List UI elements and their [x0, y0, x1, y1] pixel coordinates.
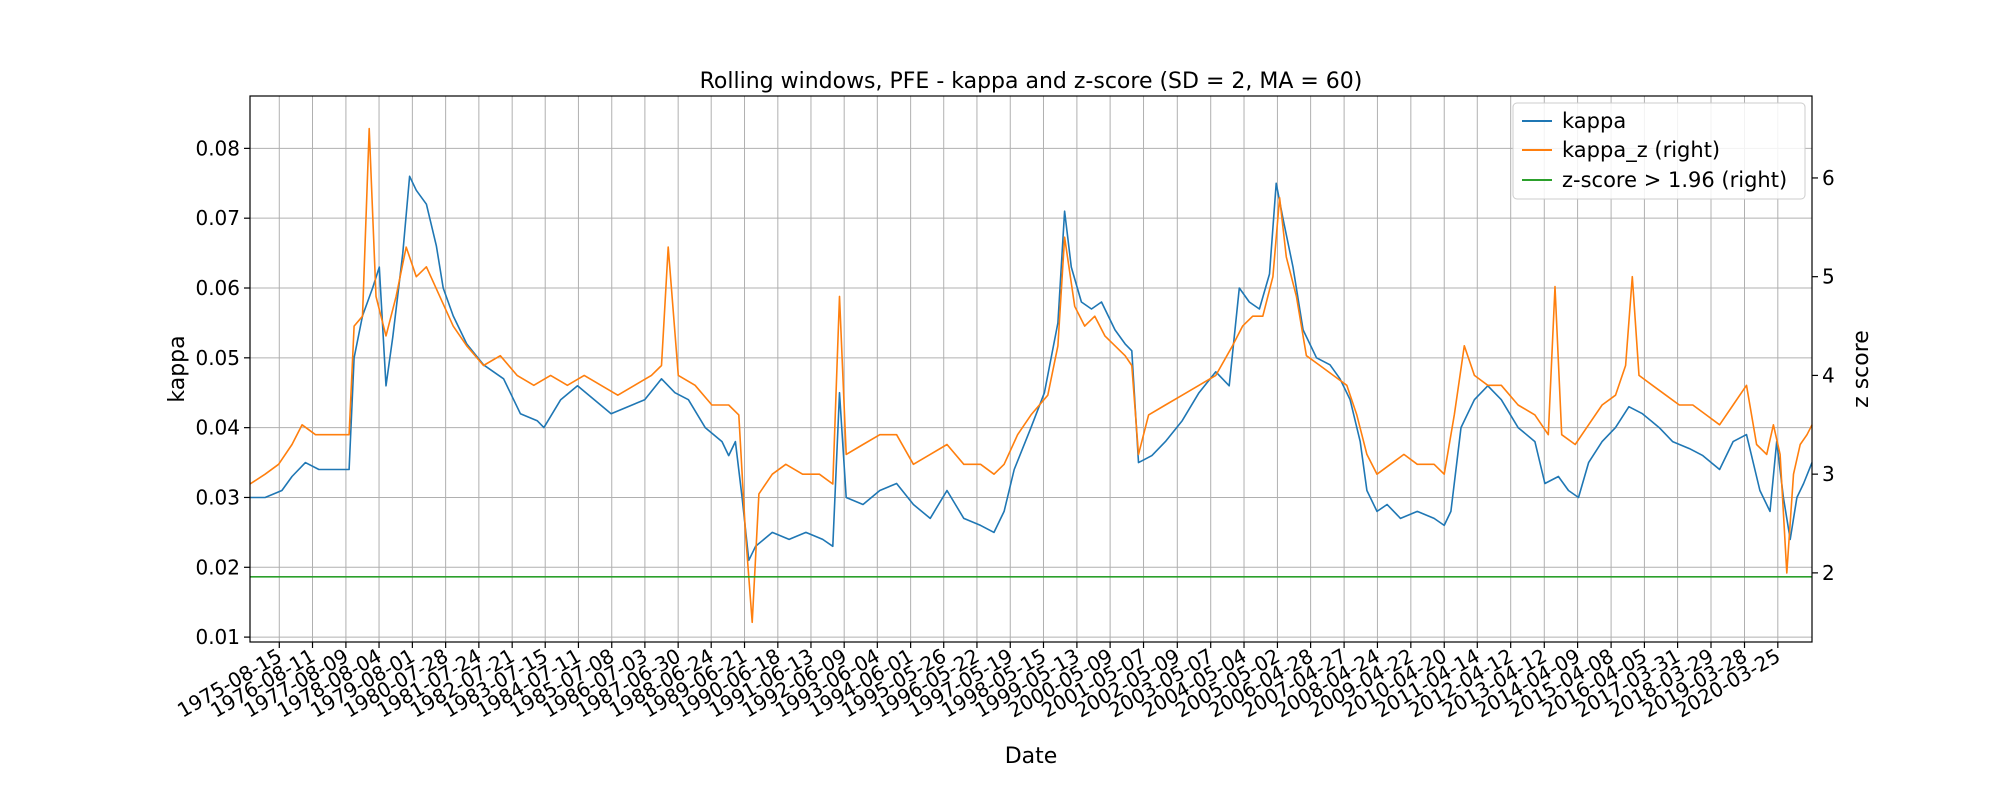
legend-label-threshold: z-score > 1.96 (right) [1562, 168, 1787, 192]
left-tick-label: 0.06 [195, 276, 240, 300]
series-line-kappa [250, 175, 1813, 562]
right-tick-label: 2 [1822, 561, 1835, 585]
left-tick-label: 0.02 [195, 555, 240, 579]
right-tick-label: 5 [1822, 265, 1835, 289]
x-axis-label: Date [1005, 744, 1058, 769]
legend: kappa kappa_z (right) z-score > 1.96 (ri… [1512, 102, 1806, 200]
left-tick-label: 0.05 [195, 346, 240, 370]
series-layer [249, 127, 1813, 624]
series-line-kappa-z-right [249, 127, 1813, 624]
legend-label-kappa: kappa [1562, 109, 1626, 133]
chart-title: Rolling windows, PFE - kappa and z-score… [700, 69, 1363, 94]
right-axis-ticks: 2 3 4 5 6 [1812, 166, 1835, 585]
legend-box [1512, 102, 1806, 200]
right-tick-label: 6 [1822, 166, 1835, 190]
legend-label-kappa-z: kappa_z (right) [1562, 138, 1720, 163]
left-tick-label: 0.08 [195, 136, 240, 160]
y-axis-label-right: z score [1849, 330, 1874, 408]
left-tick-label: 0.04 [195, 416, 240, 440]
left-tick-label: 0.01 [195, 625, 240, 649]
plot-frame [249, 95, 1813, 643]
grid [250, 96, 1812, 642]
y-axis-label-left: kappa [165, 335, 190, 402]
left-tick-label: 0.03 [195, 485, 240, 509]
left-axis-ticks: 0.01 0.02 0.03 0.04 0.05 0.06 0.07 0.08 [195, 136, 250, 649]
right-tick-label: 4 [1822, 363, 1835, 387]
left-tick-label: 0.07 [195, 206, 240, 230]
x-axis-ticks: 1975-08-151976-08-111977-08-091978-08-04… [173, 642, 1784, 722]
right-tick-label: 3 [1822, 462, 1835, 486]
